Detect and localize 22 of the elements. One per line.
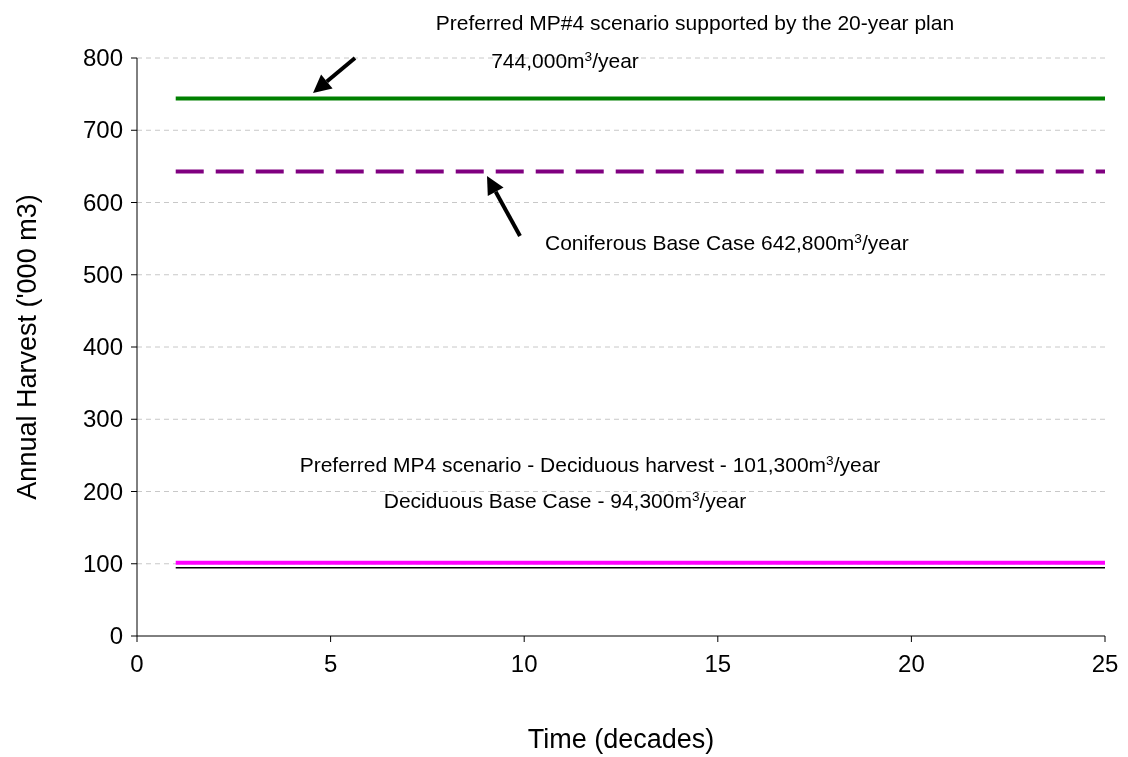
y-tick-label: 300 — [82, 405, 123, 433]
x-tick-label: 25 — [1091, 650, 1119, 677]
x-tick-label: 15 — [704, 650, 732, 677]
x-tick-label: 10 — [510, 650, 538, 677]
y-tick-label: 100 — [82, 549, 123, 577]
annotation: Preferred MP4 scenario - Deciduous harvest - 101,300m$^{3}$/year — [299, 452, 881, 476]
y-tick-label: 600 — [82, 188, 123, 216]
y-tick-label: 0 — [109, 622, 123, 649]
y-axis-title: Annual Harvest ('000 m3) — [12, 194, 42, 500]
y-tick-label: 200 — [82, 477, 123, 505]
annotation: 744,000m$^{3}$/year — [491, 48, 639, 72]
x-axis-title: Time (decades) — [527, 724, 715, 754]
y-tick-label: 800 — [82, 44, 123, 71]
y-tick-label: 400 — [82, 333, 123, 360]
text: Preferred MP#4 scenario supported by the 20-year plan — [435, 11, 955, 34]
y-tick-label: 500 — [82, 260, 123, 288]
x-tick-label: 5 — [323, 650, 338, 677]
x-tick-label: 20 — [898, 650, 925, 677]
x-tick-label: 0 — [130, 650, 144, 677]
y-tick-label: 700 — [82, 116, 123, 144]
annotation: Coniferous Base Case 642,800m$^{3}$/year — [545, 230, 909, 254]
annotation: Deciduous Base Case - 94,300m$^{3}$/year — [383, 488, 747, 512]
